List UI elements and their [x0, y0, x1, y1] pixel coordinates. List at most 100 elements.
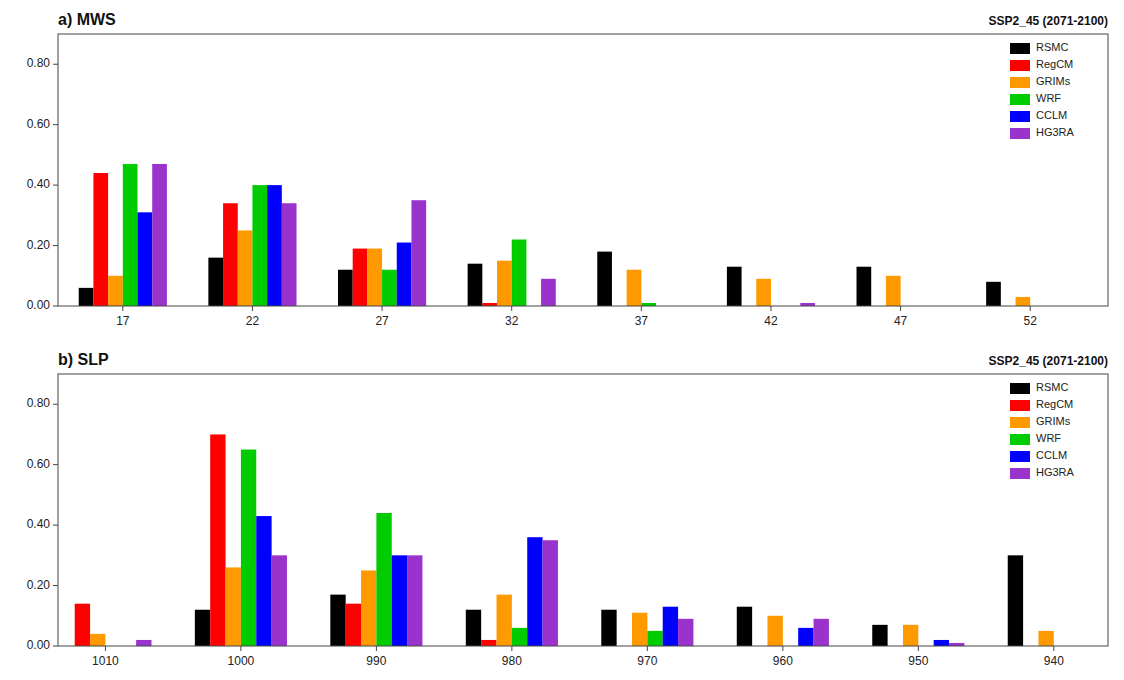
- x-tick: [376, 646, 377, 651]
- x-tick: [900, 306, 901, 311]
- legend-label: HG3RA: [1036, 466, 1075, 478]
- legend-label: HG3RA: [1036, 126, 1075, 138]
- bar: [632, 613, 647, 646]
- y-tick-label: 0.20: [27, 238, 51, 252]
- bar: [934, 640, 949, 646]
- x-tick: [770, 306, 771, 311]
- bar: [597, 252, 612, 306]
- bar: [282, 203, 297, 306]
- bar: [1016, 297, 1031, 306]
- bar: [627, 270, 642, 306]
- bar: [338, 270, 353, 306]
- legend: RSMCRegCMGRIMsWRFCCLMHG3RA: [1010, 41, 1075, 139]
- x-tick-label: 17: [116, 314, 130, 328]
- y-tick: [53, 306, 58, 307]
- bar: [857, 267, 872, 306]
- x-tick: [782, 646, 783, 651]
- bar: [512, 240, 527, 306]
- bar: [527, 537, 542, 646]
- y-tick-label: 0.40: [27, 177, 51, 191]
- x-tick: [122, 306, 123, 311]
- bar: [79, 288, 94, 306]
- y-tick-label: 0.60: [27, 457, 51, 471]
- bar: [252, 185, 267, 306]
- bar: [195, 610, 210, 646]
- x-tick-label: 1010: [92, 654, 119, 668]
- y-tick: [53, 404, 58, 405]
- plot-frame: [58, 374, 1108, 646]
- bar: [767, 616, 782, 646]
- y-tick: [53, 464, 58, 465]
- x-tick-label: 32: [505, 314, 519, 328]
- panel: 0.000.200.400.600.801722273237424752a) M…: [27, 11, 1108, 328]
- x-tick-label: 22: [246, 314, 260, 328]
- bar: [466, 610, 481, 646]
- bar: [601, 610, 616, 646]
- bar: [241, 450, 256, 646]
- bars: [79, 164, 1030, 306]
- y-tick: [53, 245, 58, 246]
- y-tick-label: 0.00: [27, 638, 51, 652]
- legend-swatch: [1010, 94, 1030, 105]
- legend-swatch: [1010, 60, 1030, 71]
- bar: [497, 261, 512, 306]
- legend-label: GRIMs: [1036, 415, 1071, 427]
- bar: [886, 276, 901, 306]
- bar: [1008, 555, 1023, 646]
- y-tick: [53, 585, 58, 586]
- legend-label: CCLM: [1036, 109, 1067, 121]
- legend-swatch: [1010, 417, 1030, 428]
- legend-swatch: [1010, 111, 1030, 122]
- x-tick-label: 1000: [228, 654, 255, 668]
- legend-label: RegCM: [1036, 398, 1073, 410]
- y-tick-label: 0.80: [27, 56, 51, 70]
- x-tick-label: 52: [1024, 314, 1038, 328]
- legend-label: RegCM: [1036, 58, 1073, 70]
- background: [0, 0, 1124, 680]
- legend-label: GRIMs: [1036, 75, 1071, 87]
- legend-swatch: [1010, 451, 1030, 462]
- bar: [382, 270, 397, 306]
- x-tick-label: 940: [1044, 654, 1064, 668]
- x-tick-label: 47: [894, 314, 908, 328]
- bar: [90, 634, 105, 646]
- x-tick: [918, 646, 919, 651]
- x-tick: [252, 306, 253, 311]
- x-tick-label: 960: [773, 654, 793, 668]
- y-tick-label: 0.20: [27, 578, 51, 592]
- bar: [353, 249, 368, 306]
- legend-label: WRF: [1036, 432, 1061, 444]
- title: b) SLP: [58, 351, 109, 368]
- bar: [376, 513, 391, 646]
- bar: [986, 282, 1001, 306]
- bar: [647, 631, 662, 646]
- x-tick: [240, 646, 241, 651]
- y-tick: [53, 185, 58, 186]
- legend-swatch: [1010, 468, 1030, 479]
- legend-swatch: [1010, 77, 1030, 88]
- subtitle: SSP2_45 (2071-2100): [989, 354, 1108, 368]
- bar: [210, 434, 225, 646]
- bar: [256, 516, 271, 646]
- bar: [108, 276, 123, 306]
- y-tick: [53, 525, 58, 526]
- bar: [136, 640, 151, 646]
- bar: [123, 164, 138, 306]
- x-tick: [647, 646, 648, 651]
- bar: [208, 258, 223, 306]
- bar: [737, 607, 752, 646]
- bar: [407, 555, 422, 646]
- bar: [152, 164, 167, 306]
- bar: [238, 230, 253, 306]
- bar: [727, 267, 742, 306]
- bar: [392, 555, 407, 646]
- y-tick-label: 0.40: [27, 517, 51, 531]
- bar: [330, 595, 345, 646]
- y-tick-label: 0.80: [27, 396, 51, 410]
- subtitle: SSP2_45 (2071-2100): [989, 14, 1108, 28]
- y-tick: [53, 124, 58, 125]
- bar: [411, 200, 426, 306]
- bar: [361, 570, 376, 646]
- plot-frame: [58, 34, 1108, 306]
- x-tick: [511, 646, 512, 651]
